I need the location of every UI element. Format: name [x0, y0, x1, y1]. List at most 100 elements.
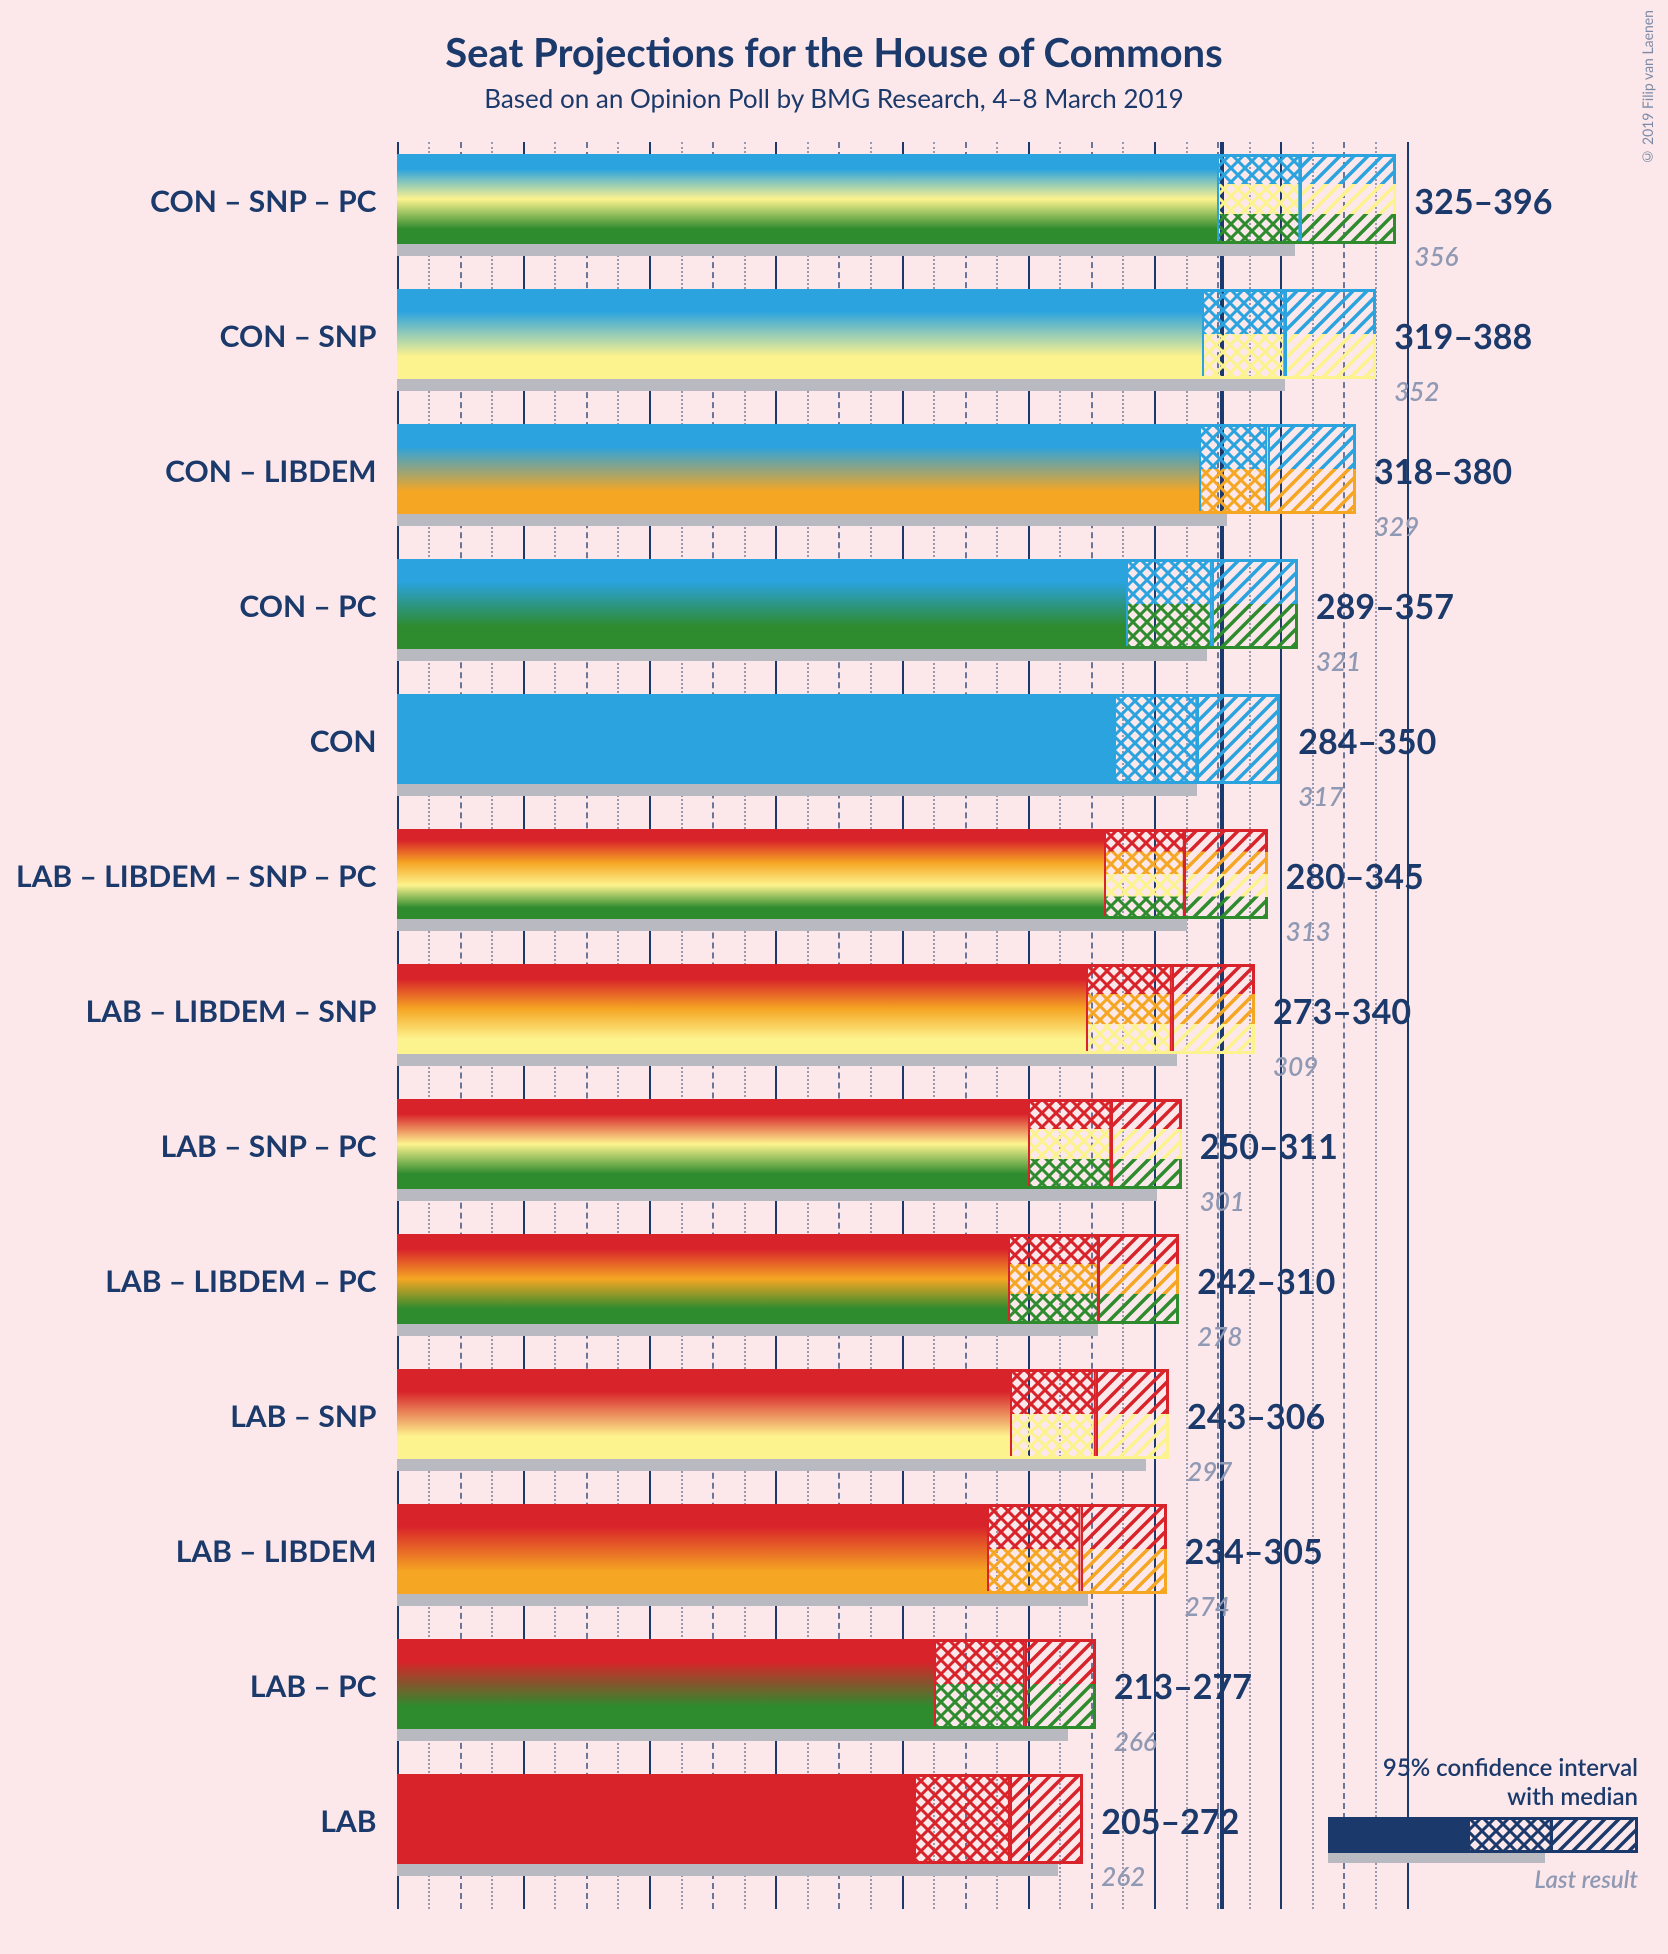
bar-group: [397, 1369, 1170, 1459]
legend-ci-text: 95% confidence interval: [1328, 1753, 1638, 1782]
bar-group: [397, 559, 1298, 649]
range-label: 289–357: [1316, 586, 1454, 627]
bar-ci-upper: [1285, 289, 1376, 379]
coalition-label: CON – PC: [2, 588, 377, 624]
chart-area: CON – SNP – PC325–396356CON – SNP319–388…: [2, 142, 1667, 1909]
last-result-bar: [397, 1594, 1089, 1606]
bar-ci-upper: [1300, 154, 1396, 244]
range-label: 234–305: [1185, 1531, 1323, 1572]
bar-ci-upper: [1098, 1234, 1179, 1324]
range-label: 205–272: [1101, 1801, 1239, 1842]
bar-solid: [397, 1099, 1028, 1189]
bar-ci-upper: [1212, 559, 1298, 649]
bar-group: [397, 1099, 1182, 1189]
last-result-label: 278: [1197, 1320, 1242, 1352]
bar-solid: [397, 1639, 935, 1729]
range-label: 243–306: [1187, 1396, 1325, 1437]
coalition-label: CON – SNP – PC: [2, 183, 377, 219]
bar-ci-lower: [1199, 424, 1267, 514]
last-result-bar: [397, 784, 1197, 796]
coalition-label: CON: [2, 723, 377, 759]
bar-ci-upper: [1268, 424, 1356, 514]
bar-ci-lower: [1028, 1099, 1111, 1189]
coalition-label: LAB – SNP: [2, 1398, 377, 1434]
bar-group: [397, 1639, 1096, 1729]
range-label: 280–345: [1286, 856, 1424, 897]
bar-solid: [397, 694, 1114, 784]
bar-ci-lower: [987, 1504, 1080, 1594]
range-label: 325–396: [1414, 181, 1552, 222]
range-label: 273–340: [1273, 991, 1411, 1032]
legend-bar: [1328, 1817, 1638, 1853]
bar-solid: [397, 289, 1202, 379]
bar-ci-lower: [1104, 829, 1185, 919]
last-result-bar: [397, 1324, 1099, 1336]
coalition-row: CON – PC289–357321: [2, 559, 1667, 649]
coalition-row: LAB – SNP243–306297: [2, 1369, 1667, 1459]
coalition-label: LAB – SNP – PC: [2, 1128, 377, 1164]
coalition-row: CON284–350317: [2, 694, 1667, 784]
last-result-label: 313: [1286, 915, 1331, 947]
range-label: 250–311: [1200, 1126, 1338, 1167]
bar-ci-upper: [1010, 1774, 1083, 1864]
last-result-bar: [397, 1864, 1059, 1876]
last-result-bar: [397, 919, 1187, 931]
coalition-label: LAB – LIBDEM – SNP: [2, 993, 377, 1029]
bar-ci-lower: [914, 1774, 1010, 1864]
range-label: 284–350: [1298, 721, 1436, 762]
coalition-label: LAB – PC: [2, 1668, 377, 1704]
last-result-bar: [397, 1054, 1177, 1066]
last-result-label: 309: [1273, 1050, 1318, 1082]
last-result-label: 329: [1374, 510, 1419, 542]
legend-median-text: with median: [1328, 1782, 1638, 1811]
coalition-row: LAB – LIBDEM – SNP273–340309: [2, 964, 1667, 1054]
bar-solid: [397, 829, 1104, 919]
legend: 95% confidence intervalwith medianLast r…: [1328, 1753, 1638, 1894]
range-label: 318–380: [1374, 451, 1512, 492]
chart-title: Seat Projections for the House of Common…: [0, 0, 1668, 76]
last-result-label: 274: [1185, 1590, 1230, 1622]
coalition-row: LAB – SNP – PC250–311301: [2, 1099, 1667, 1189]
coalition-row: LAB – LIBDEM234–305274: [2, 1504, 1667, 1594]
bar-ci-upper: [1096, 1369, 1169, 1459]
bar-ci-lower: [1086, 964, 1172, 1054]
bar-solid: [397, 154, 1218, 244]
last-result-label: 321: [1316, 645, 1361, 677]
page: © 2019 Filip van Laenen Seat Projections…: [0, 0, 1668, 1954]
last-result-bar: [397, 1459, 1147, 1471]
last-result-label: 317: [1298, 780, 1343, 812]
bar-group: [397, 1234, 1180, 1324]
bar-ci-upper: [1197, 694, 1280, 784]
bar-group: [397, 694, 1281, 784]
bar-ci-upper: [1172, 964, 1255, 1054]
chart-subtitle: Based on an Opinion Poll by BMG Research…: [0, 76, 1668, 142]
bar-solid: [397, 1369, 1011, 1459]
bar-solid: [397, 1774, 915, 1864]
last-result-bar: [397, 514, 1228, 526]
coalition-label: LAB – LIBDEM: [2, 1533, 377, 1569]
bar-ci-lower: [1114, 694, 1197, 784]
coalition-label: LAB – LIBDEM – SNP – PC: [2, 858, 377, 894]
bar-solid: [397, 964, 1086, 1054]
coalition-label: LAB – LIBDEM – PC: [2, 1263, 377, 1299]
last-result-bar: [397, 1189, 1157, 1201]
bar-group: [397, 289, 1377, 379]
bar-solid: [397, 559, 1127, 649]
coalition-row: CON – SNP – PC325–396356: [2, 154, 1667, 244]
bar-ci-upper: [1025, 1639, 1096, 1729]
bar-ci-upper: [1081, 1504, 1167, 1594]
bar-ci-lower: [1126, 559, 1212, 649]
coalition-row: LAB – LIBDEM – SNP – PC280–345313: [2, 829, 1667, 919]
coalition-label: CON – SNP: [2, 318, 377, 354]
range-label: 213–277: [1114, 1666, 1252, 1707]
bar-ci-lower: [934, 1639, 1025, 1729]
bar-ci-lower: [1010, 1369, 1096, 1459]
bar-group: [397, 1504, 1167, 1594]
bar-solid: [397, 424, 1200, 514]
coalition-row: LAB – PC213–277266: [2, 1639, 1667, 1729]
last-result-label: 262: [1101, 1860, 1145, 1892]
coalition-row: LAB – LIBDEM – PC242–310278: [2, 1234, 1667, 1324]
last-result-label: 356: [1414, 240, 1458, 272]
bar-ci-lower: [1202, 289, 1285, 379]
bar-group: [397, 154, 1397, 244]
